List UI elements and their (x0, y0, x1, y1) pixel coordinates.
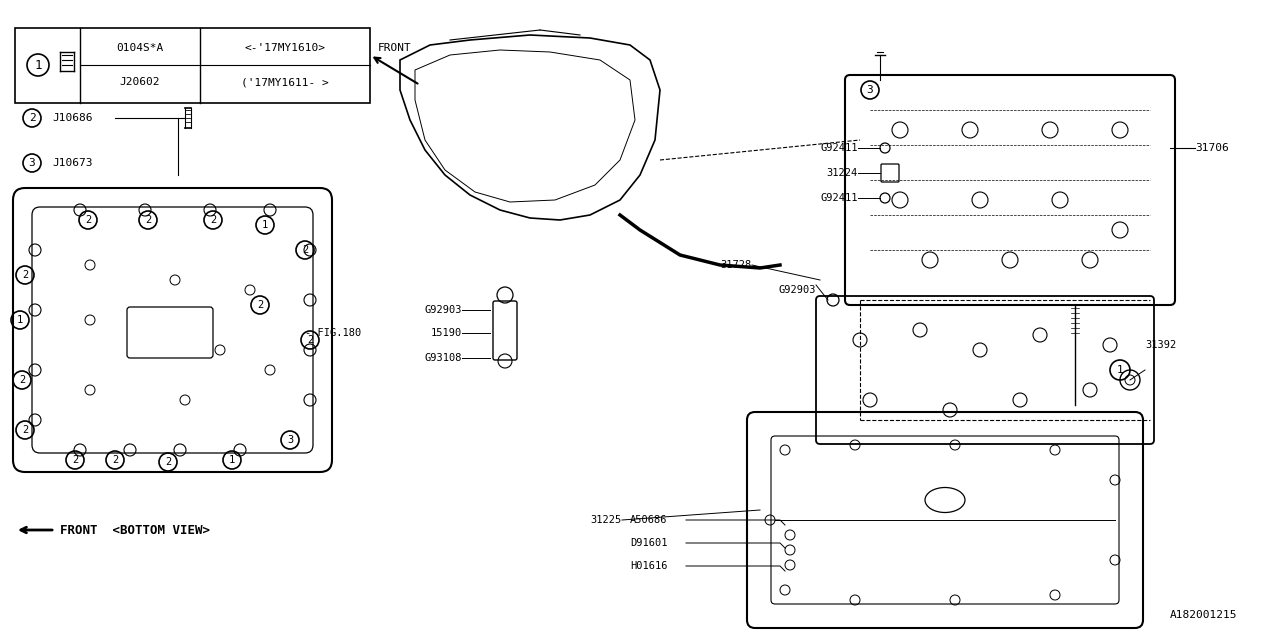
Text: 2: 2 (307, 335, 314, 345)
Text: 2: 2 (210, 215, 216, 225)
Text: 2: 2 (72, 455, 78, 465)
Text: 3: 3 (287, 435, 293, 445)
Text: 31728: 31728 (721, 260, 753, 270)
Text: G92411: G92411 (820, 143, 858, 153)
Text: <-'17MY1610>: <-'17MY1610> (244, 43, 325, 53)
Text: 31706: 31706 (1196, 143, 1229, 153)
Text: 31225: 31225 (591, 515, 622, 525)
Text: 2: 2 (28, 113, 36, 123)
Text: J10673: J10673 (52, 158, 92, 168)
Text: G92411: G92411 (820, 193, 858, 203)
Text: G92903: G92903 (425, 305, 462, 315)
Text: 15190: 15190 (431, 328, 462, 338)
Text: 3: 3 (28, 158, 36, 168)
Text: A182001215: A182001215 (1170, 610, 1238, 620)
Text: FRONT: FRONT (378, 43, 412, 53)
Text: - FIG.180: - FIG.180 (305, 328, 361, 338)
Text: D91601: D91601 (630, 538, 667, 548)
Text: 31392: 31392 (1146, 340, 1176, 350)
Text: ('17MY1611- >: ('17MY1611- > (241, 77, 329, 87)
Bar (15, 28, 370, 103)
Text: 1: 1 (35, 58, 42, 72)
Text: A50686: A50686 (630, 515, 667, 525)
Text: 2: 2 (145, 215, 151, 225)
Text: 1: 1 (262, 220, 268, 230)
Text: 2: 2 (111, 455, 118, 465)
Text: 2: 2 (302, 245, 308, 255)
Text: 2: 2 (257, 300, 264, 310)
Text: 2: 2 (19, 375, 26, 385)
Text: 0104S*A: 0104S*A (116, 43, 164, 53)
Text: 2: 2 (22, 270, 28, 280)
Text: 1: 1 (229, 455, 236, 465)
Text: 2: 2 (84, 215, 91, 225)
Text: J20602: J20602 (120, 77, 160, 87)
Text: H01616: H01616 (630, 561, 667, 571)
Text: 2: 2 (22, 425, 28, 435)
Text: J10686: J10686 (52, 113, 92, 123)
Text: 2: 2 (165, 457, 172, 467)
Text: 1: 1 (17, 315, 23, 325)
Text: 3: 3 (867, 85, 873, 95)
Text: G93108: G93108 (425, 353, 462, 363)
Text: FRONT  <BOTTOM VIEW>: FRONT <BOTTOM VIEW> (60, 524, 210, 536)
Text: 1: 1 (1116, 365, 1124, 375)
Text: G92903: G92903 (778, 285, 817, 295)
Text: 31224: 31224 (827, 168, 858, 178)
